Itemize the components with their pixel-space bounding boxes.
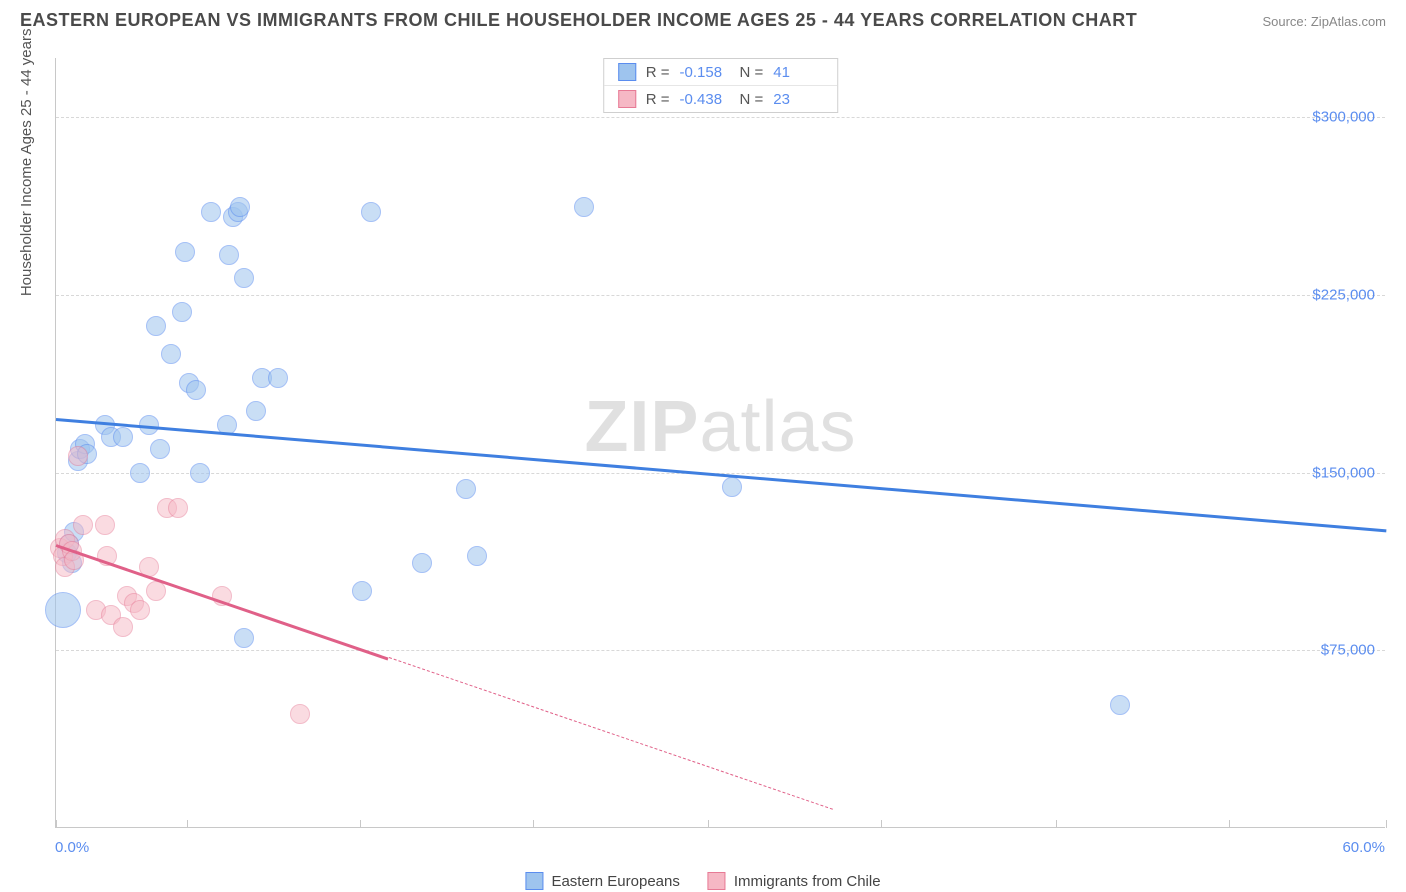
- trend-line: [56, 544, 389, 660]
- scatter-point: [172, 302, 192, 322]
- scatter-point: [113, 617, 133, 637]
- scatter-point: [361, 202, 381, 222]
- y-tick-label: $75,000: [1321, 642, 1375, 659]
- stat-n-label: N =: [740, 64, 764, 81]
- y-tick-label: $225,000: [1312, 286, 1375, 303]
- legend-swatch-icon: [525, 872, 543, 890]
- scatter-point: [73, 515, 93, 535]
- scatter-point: [246, 401, 266, 421]
- scatter-point: [234, 268, 254, 288]
- scatter-point: [45, 592, 81, 628]
- series-swatch-icon: [618, 63, 636, 81]
- legend-swatch-icon: [708, 872, 726, 890]
- x-tick-mark: [56, 820, 57, 828]
- legend-label: Immigrants from Chile: [734, 873, 881, 890]
- trend-line: [56, 418, 1386, 532]
- watermark: ZIPatlas: [584, 386, 856, 468]
- correlation-stats-box: R = -0.158 N = 41 R = -0.438 N = 23: [603, 58, 839, 113]
- scatter-point: [146, 581, 166, 601]
- stat-n-value: 41: [773, 64, 823, 81]
- scatter-point: [168, 498, 188, 518]
- scatter-point: [190, 463, 210, 483]
- stat-r-label: R =: [646, 91, 670, 108]
- scatter-point: [130, 463, 150, 483]
- stat-n-label: N =: [740, 91, 764, 108]
- scatter-point: [467, 546, 487, 566]
- x-tick-mark: [360, 820, 361, 828]
- scatter-point: [219, 245, 239, 265]
- x-tick-mark: [1056, 820, 1057, 828]
- stats-row: R = -0.438 N = 23: [604, 85, 838, 112]
- x-tick-label: 0.0%: [55, 839, 89, 856]
- scatter-point: [234, 628, 254, 648]
- y-tick-label: $300,000: [1312, 109, 1375, 126]
- scatter-point: [574, 197, 594, 217]
- scatter-point: [268, 368, 288, 388]
- scatter-point: [230, 197, 250, 217]
- scatter-point: [412, 553, 432, 573]
- x-tick-mark: [1386, 820, 1387, 828]
- gridline: [56, 650, 1385, 651]
- scatter-point: [113, 427, 133, 447]
- scatter-point: [352, 581, 372, 601]
- scatter-point: [1110, 695, 1130, 715]
- stat-r-value: -0.158: [680, 64, 730, 81]
- y-axis-label: Householder Income Ages 25 - 44 years: [18, 29, 35, 297]
- chart-plot-area: ZIPatlas R = -0.158 N = 41 R = -0.438 N …: [55, 58, 1385, 828]
- scatter-point: [290, 704, 310, 724]
- stat-n-value: 23: [773, 91, 823, 108]
- legend-item: Eastern Europeans: [525, 872, 679, 890]
- x-tick-mark: [1229, 820, 1230, 828]
- y-tick-label: $150,000: [1312, 464, 1375, 481]
- series-swatch-icon: [618, 90, 636, 108]
- gridline: [56, 117, 1385, 118]
- x-tick-mark: [187, 820, 188, 828]
- source-attribution: Source: ZipAtlas.com: [1262, 14, 1386, 29]
- scatter-point: [146, 316, 166, 336]
- scatter-point: [186, 380, 206, 400]
- scatter-point: [95, 515, 115, 535]
- scatter-point: [68, 446, 88, 466]
- scatter-point: [175, 242, 195, 262]
- gridline: [56, 295, 1385, 296]
- x-tick-mark: [881, 820, 882, 828]
- chart-title: EASTERN EUROPEAN VS IMMIGRANTS FROM CHIL…: [20, 10, 1137, 31]
- x-tick-label: 60.0%: [1342, 839, 1385, 856]
- scatter-point: [130, 600, 150, 620]
- trend-line-extrapolated: [388, 657, 832, 810]
- scatter-point: [150, 439, 170, 459]
- stat-r-value: -0.438: [680, 91, 730, 108]
- stats-row: R = -0.158 N = 41: [604, 59, 838, 85]
- scatter-point: [456, 479, 476, 499]
- stat-r-label: R =: [646, 64, 670, 81]
- legend-item: Immigrants from Chile: [708, 872, 881, 890]
- x-tick-mark: [708, 820, 709, 828]
- legend: Eastern Europeans Immigrants from Chile: [525, 872, 880, 890]
- x-tick-mark: [533, 820, 534, 828]
- scatter-point: [161, 344, 181, 364]
- legend-label: Eastern Europeans: [551, 873, 679, 890]
- scatter-point: [201, 202, 221, 222]
- scatter-point: [722, 477, 742, 497]
